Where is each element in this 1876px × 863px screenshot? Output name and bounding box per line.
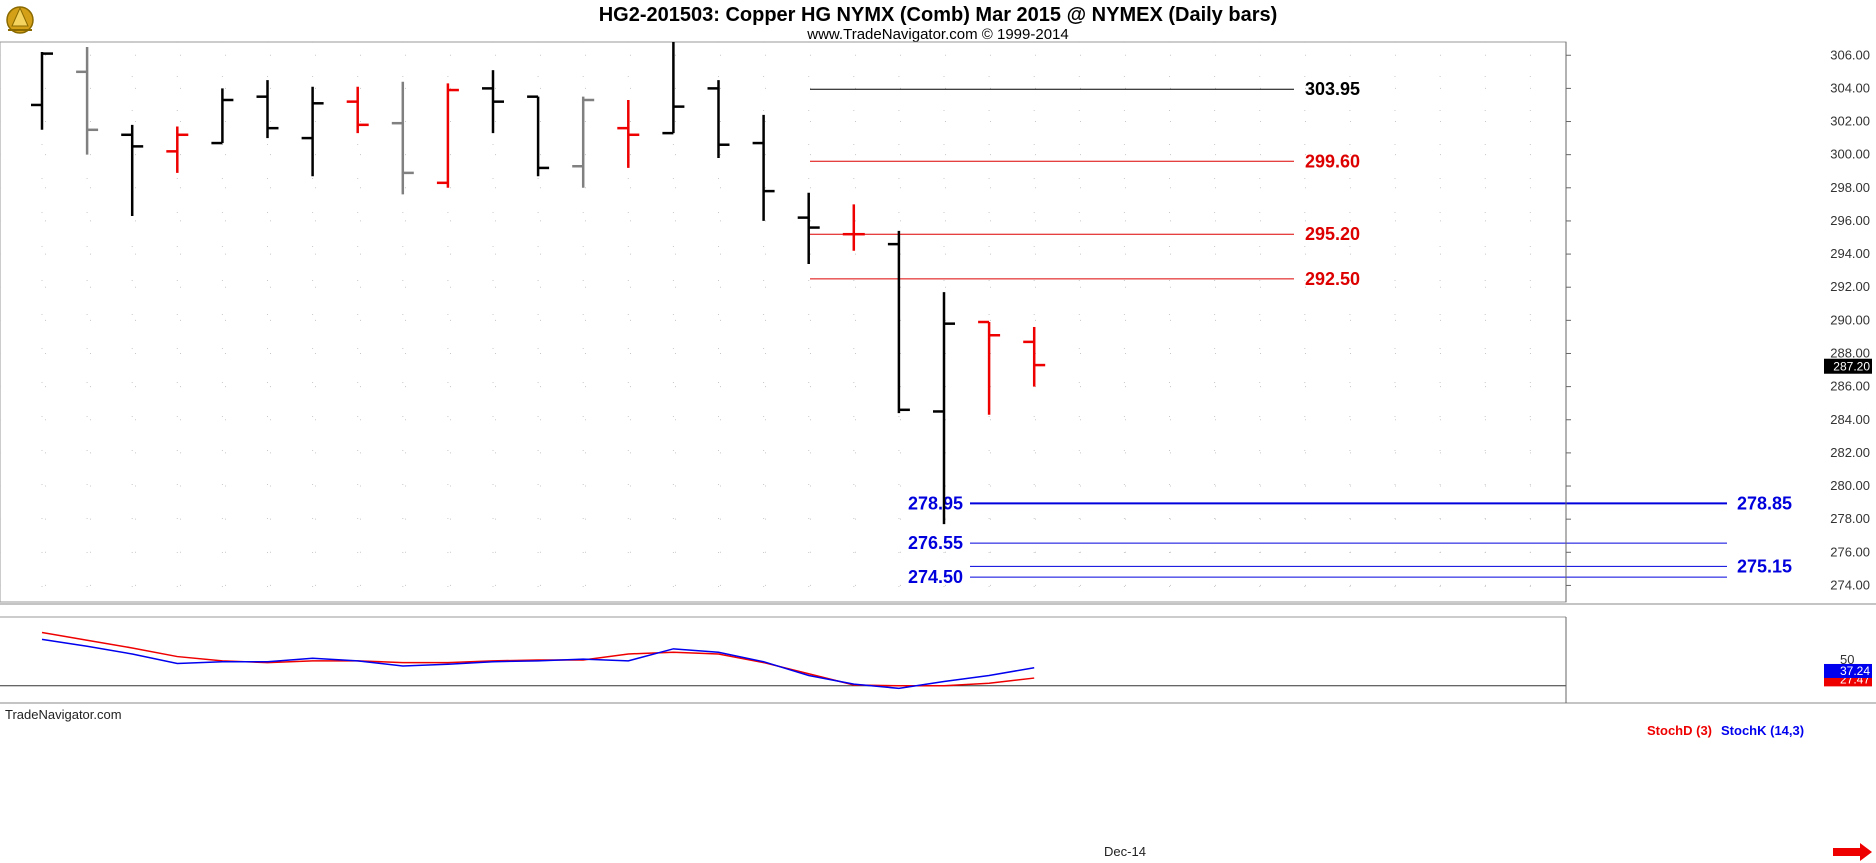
- ohlc-bar: [482, 70, 504, 134]
- ohlc-bar: [662, 42, 685, 135]
- price-panel: [0, 41, 1567, 603]
- chart-subtitle: www.TradeNavigator.com © 1999-2014: [806, 26, 1068, 43]
- logo-icon: [6, 6, 34, 34]
- price-axis-label: 288.00: [1830, 345, 1870, 360]
- price-axis-label: 278.00: [1830, 511, 1870, 526]
- ohlc-bar: [346, 86, 369, 134]
- legend-stochD: StochD (3): [1647, 723, 1712, 738]
- price-axis-label: 282.00: [1830, 445, 1870, 460]
- support-left-label: 276.55: [908, 533, 963, 553]
- price-axis-label: 298.00: [1830, 180, 1870, 195]
- price-axis-label: 276.00: [1830, 544, 1870, 559]
- price-axis-label: 292.00: [1830, 279, 1870, 294]
- price-axis-label: 274.00: [1830, 577, 1870, 592]
- price-axis-label: 296.00: [1830, 213, 1870, 228]
- stochastic-panel: [0, 603, 1876, 704]
- support-right-label: 275.15: [1737, 556, 1792, 576]
- price-axis-label: 284.00: [1830, 412, 1870, 427]
- ohlc-bar: [31, 51, 53, 130]
- ohlc-bar: [121, 124, 144, 216]
- price-axis-label: 302.00: [1830, 114, 1870, 129]
- support-left-label: 274.50: [908, 567, 963, 587]
- stoch-line-d: [41, 631, 1035, 687]
- price-axis-label: 294.00: [1830, 246, 1870, 261]
- ohlc-bar: [391, 81, 414, 195]
- watermark: TradeNavigator.com: [5, 707, 122, 722]
- price-gridlines: [0, 42, 1566, 602]
- price-axis-label: 306.00: [1830, 47, 1870, 62]
- last-price-tag: [1824, 358, 1872, 374]
- resistance-label: 292.50: [1305, 269, 1360, 289]
- ohlc-bar: [752, 114, 775, 221]
- stochastic-axis: 50: [1840, 652, 1854, 667]
- price-axis-label: 300.00: [1830, 147, 1870, 162]
- price-axis-label: 286.00: [1830, 379, 1870, 394]
- legend-stochK: StochK (14,3): [1721, 723, 1804, 738]
- ohlc-bar: [707, 80, 730, 158]
- stoch-tag-label: 37.24: [1840, 664, 1870, 678]
- ohlc-bar: [211, 88, 234, 145]
- price-axis-label: 290.00: [1830, 312, 1870, 327]
- resistance-label: 295.20: [1305, 224, 1360, 244]
- price-bars: [31, 42, 1046, 525]
- stoch-line-k: [41, 638, 1035, 690]
- scroll-right-arrow-icon[interactable]: [1833, 843, 1872, 861]
- ohlc-bar: [617, 99, 640, 168]
- x-axis-label: Dec-14: [1104, 844, 1146, 859]
- price-axis: 306.00 304.00 302.00 300.00 298.00 296.00 294.…: [1565, 42, 1872, 602]
- support-left-label: 278.95: [908, 493, 963, 513]
- support-right-label: 278.85: [1737, 493, 1792, 513]
- ohlc-bar: [76, 46, 99, 155]
- ohlc-bar: [933, 292, 955, 525]
- ohlc-bar: [436, 83, 459, 188]
- price-axis-label: 280.00: [1830, 478, 1870, 493]
- last-price-label: 287.20: [1833, 360, 1870, 374]
- ohlc-bar: [572, 96, 595, 188]
- ohlc-bar: [301, 86, 324, 177]
- ohlc-bar: [842, 204, 865, 251]
- ohlc-bar: [978, 320, 1001, 415]
- ohlc-bar: [797, 192, 820, 265]
- ohlc-bar: [1023, 326, 1046, 387]
- price-frame: [0, 41, 1567, 603]
- price-axis-label: 304.00: [1830, 80, 1870, 95]
- stoch-axis-label: 50: [1840, 652, 1854, 667]
- resistance-label: 299.60: [1305, 151, 1360, 171]
- ohlc-bar: [256, 80, 279, 139]
- price-levels: 303.95 299.60 295.20 292.50 278.95 278.85 276.…: [810, 79, 1792, 587]
- ohlc-bar: [166, 126, 189, 173]
- chart-title: HG2-201503: Copper HG NYMX (Comb) Mar 20…: [599, 4, 1278, 26]
- resistance-label: 303.95: [1305, 79, 1360, 99]
- stoch-tag-k: [1824, 663, 1872, 678]
- ohlc-bar: [887, 230, 910, 414]
- ohlc-bar: [527, 95, 550, 177]
